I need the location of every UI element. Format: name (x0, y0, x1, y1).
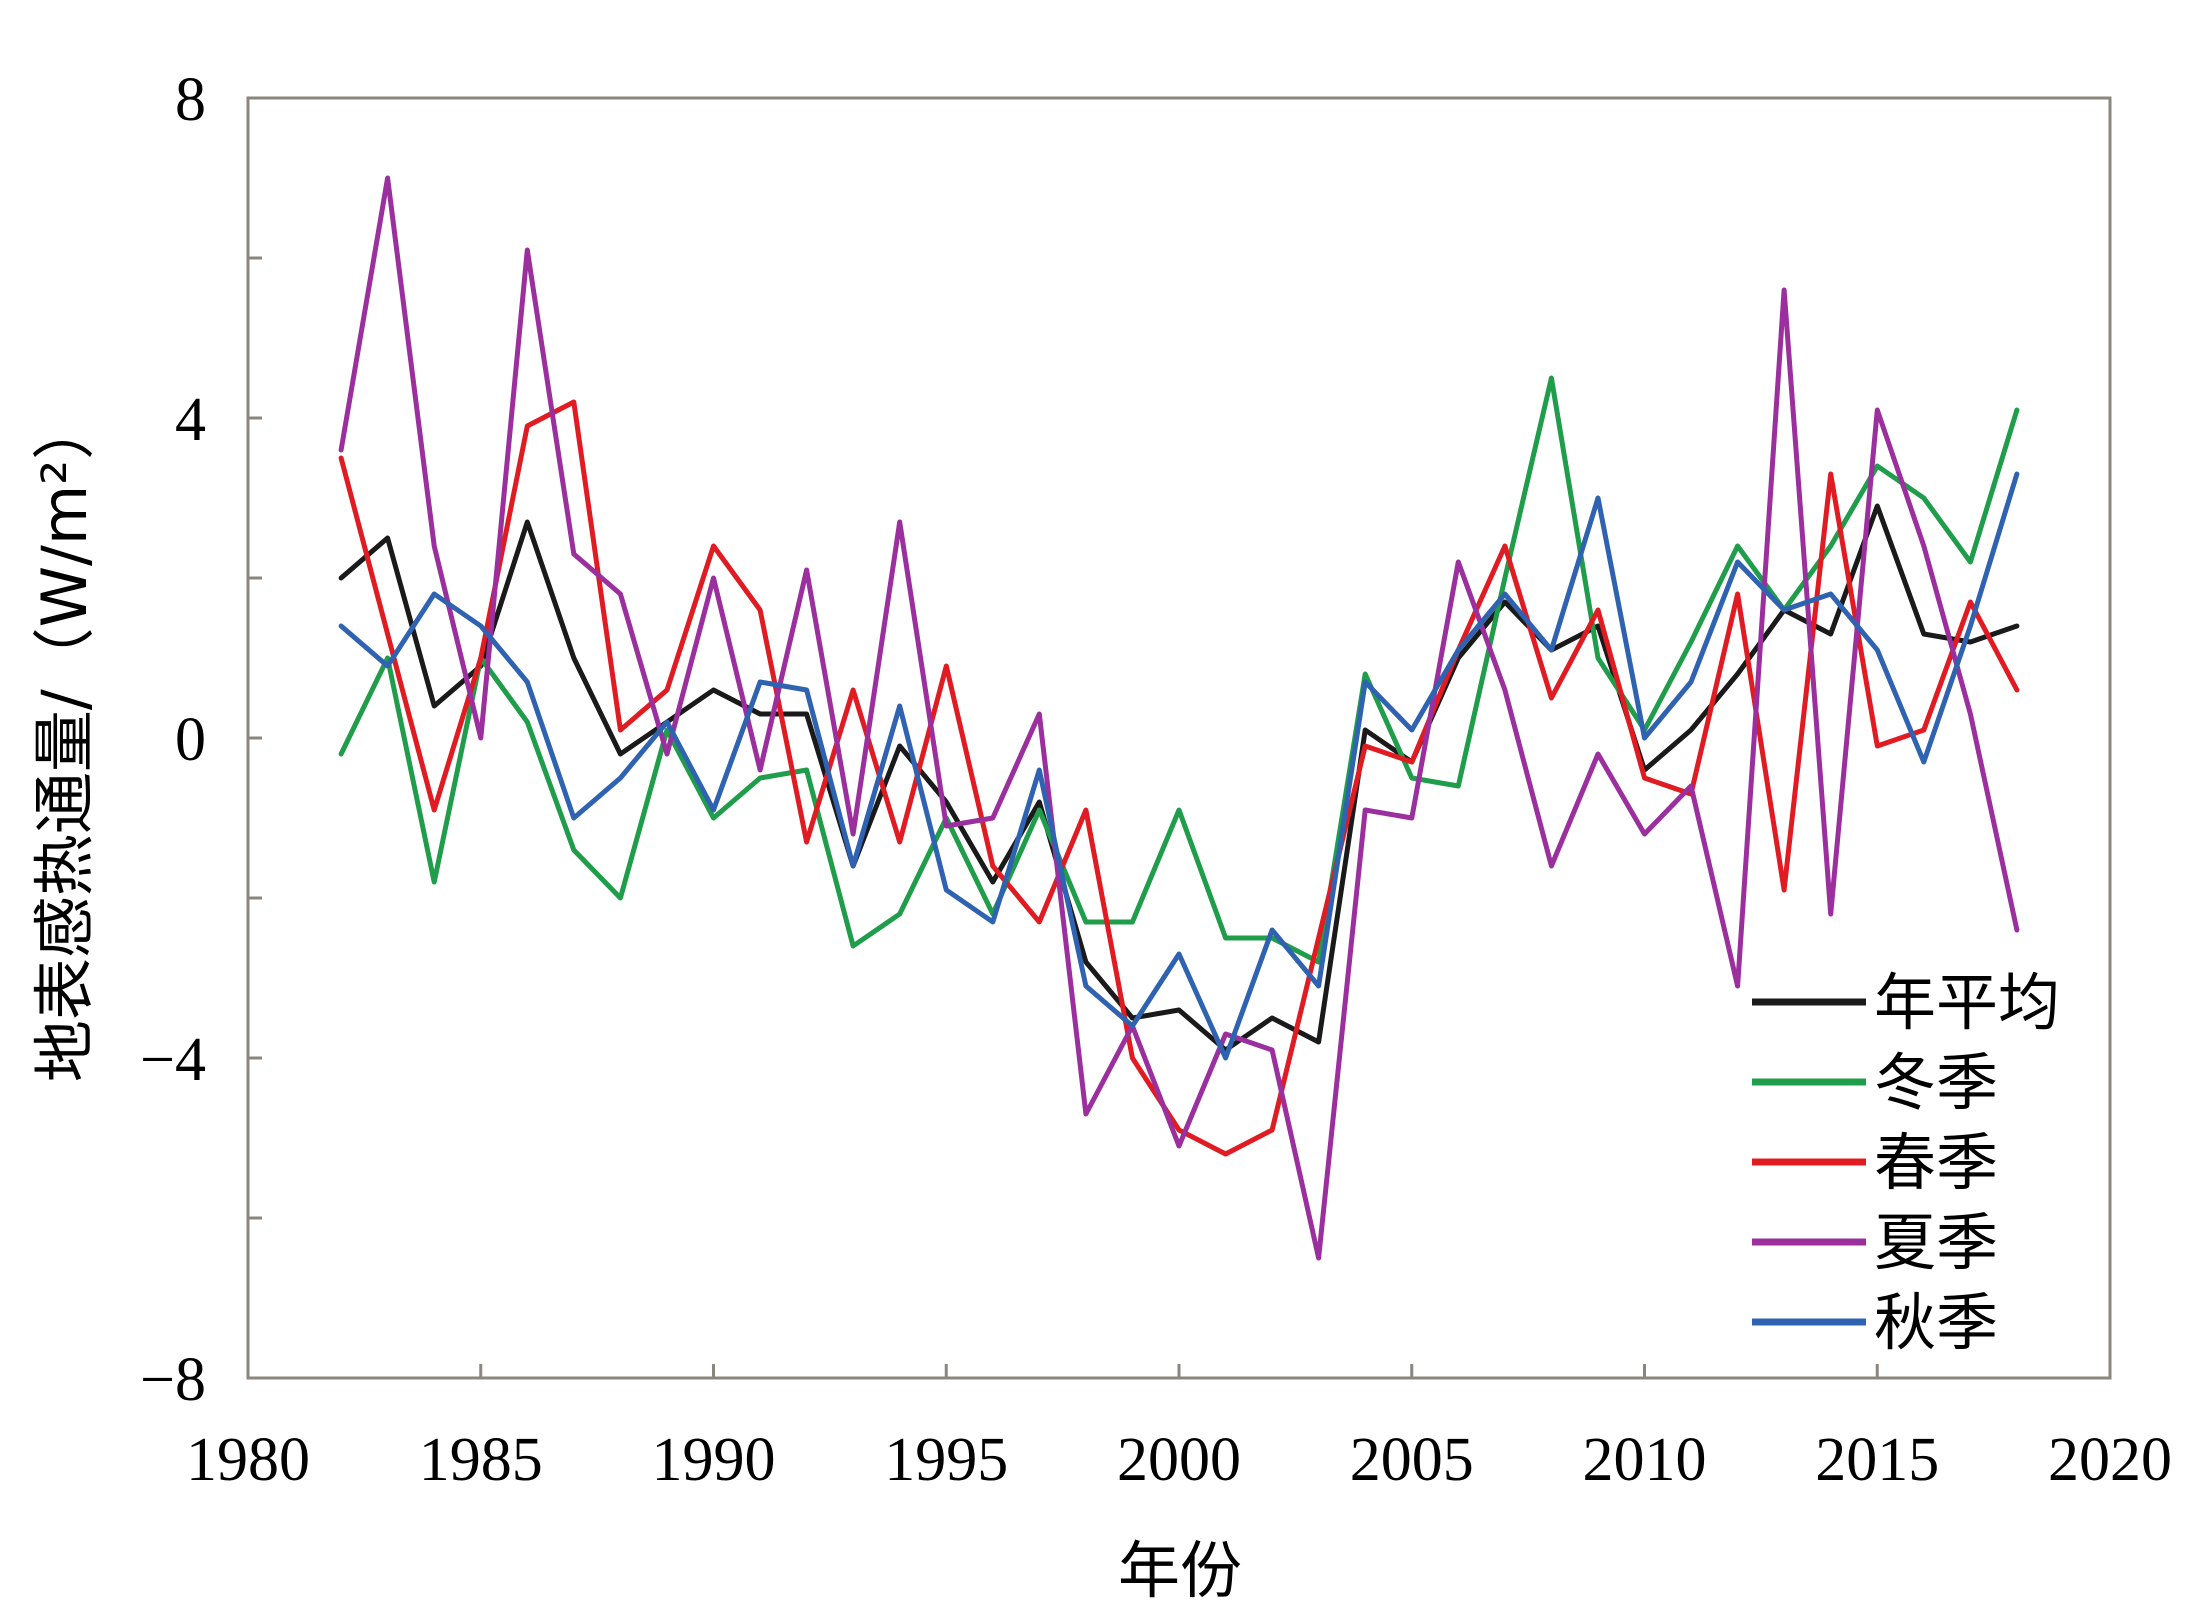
x-tick-label: 1995 (884, 1426, 1008, 1494)
legend-label: 秋季 (1874, 1286, 1998, 1359)
legend-label: 冬季 (1874, 1046, 1998, 1119)
x-tick-label: 2015 (1815, 1426, 1939, 1494)
x-tick-label: 2000 (1117, 1426, 1241, 1494)
x-tick-label: 2020 (2048, 1426, 2172, 1494)
legend-label: 春季 (1874, 1126, 1998, 1199)
axis-ticks (246, 96, 2112, 1380)
y-axis-title: 地表感热通量/（W/m²） (28, 398, 101, 1082)
x-axis-tick-labels: 1980 1985 1990 1995 2000 2005 2010 2015 2020 (186, 1426, 2172, 1494)
series-line-0 (338, 503, 2020, 1053)
series-line-4 (338, 471, 2020, 1061)
x-tick-label: 1985 (419, 1426, 543, 1494)
series-line-1 (338, 375, 2020, 965)
y-tick-label: 8 (175, 66, 206, 134)
series-lines (338, 175, 2020, 1261)
y-tick-label: 0 (175, 706, 206, 774)
y-tick-label: −4 (140, 1026, 206, 1094)
y-tick-label: −8 (140, 1346, 206, 1414)
series-line-3 (338, 175, 2020, 1261)
y-tick-label: 4 (175, 386, 206, 454)
x-tick-label: 2005 (1350, 1426, 1474, 1494)
legend-label: 年平均 (1874, 966, 2060, 1039)
x-tick-label: 2010 (1583, 1426, 1707, 1494)
plot-frame (246, 96, 2112, 1380)
series-line-2 (338, 399, 2020, 1157)
x-tick-label: 1990 (652, 1426, 776, 1494)
x-tick-label: 1980 (186, 1426, 310, 1494)
y-axis-tick-labels: 8 4 0 −4 −8 (140, 66, 206, 1414)
legend-label: 夏季 (1874, 1206, 1998, 1279)
x-axis-title: 年份 (1118, 1534, 1242, 1604)
